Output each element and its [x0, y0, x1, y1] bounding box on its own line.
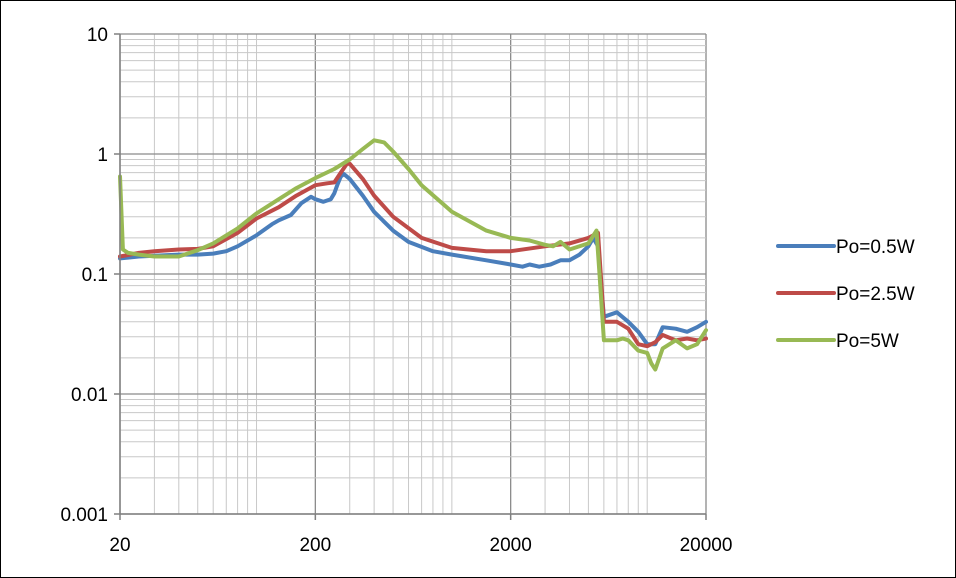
- legend-label-2: Po=2.5W: [836, 284, 915, 305]
- series-line-3: [118, 138, 708, 372]
- legend: Po=0.5W Po=2.5W Po=5W: [776, 237, 915, 352]
- series-line-1: [118, 172, 708, 347]
- x-tick-label: 20: [109, 535, 130, 556]
- series-line-2: [118, 161, 708, 349]
- legend-label-1: Po=0.5W: [836, 237, 915, 258]
- legend-label-3: Po=5W: [836, 331, 899, 352]
- axes: 0.001 0.01 0.1 1 10 20 200 2000 20000: [60, 25, 732, 556]
- x-tick-label: 200: [299, 535, 331, 556]
- y-tick-label: 0.001: [60, 505, 108, 526]
- y-tick-label: 1: [97, 145, 108, 166]
- series-lines: [118, 138, 708, 372]
- x-tick-label: 20000: [680, 535, 733, 556]
- y-tick-label: 10: [87, 25, 108, 46]
- y-tick-label: 0.01: [71, 385, 108, 406]
- x-tick-label: 2000: [490, 535, 532, 556]
- y-tick-label: 0.1: [82, 265, 108, 286]
- plot-grid: [119, 33, 707, 515]
